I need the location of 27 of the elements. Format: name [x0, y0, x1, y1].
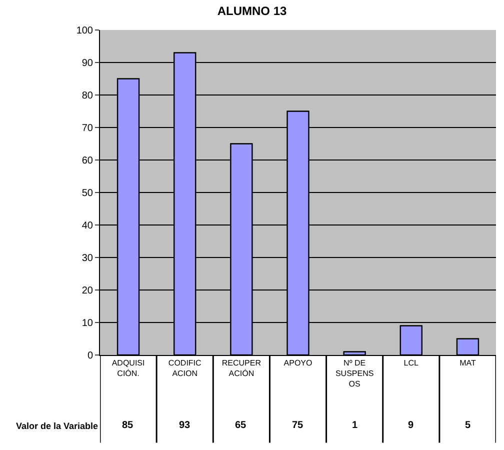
- y-tick-label: 80: [82, 90, 94, 102]
- data-label: 85: [122, 420, 134, 431]
- y-tick-label: 0: [87, 350, 94, 362]
- x-tick-label: ADQUISICIÓN.: [112, 358, 145, 378]
- y-tick-label: 30: [82, 253, 94, 264]
- y-tick-label: 50: [82, 188, 94, 199]
- chart-title: ALUMNO 13: [217, 4, 287, 18]
- text: Valor de la Variable: [16, 421, 98, 431]
- x-tick-label: LCL: [404, 358, 420, 368]
- x-tick-label: CODIFICACION: [168, 358, 202, 378]
- y-tick-label: 90: [82, 58, 94, 69]
- y-tick-label: 100: [76, 26, 94, 36]
- y-tick-label: 20: [82, 286, 94, 296]
- x-tick-label: MAT: [460, 358, 476, 368]
- x-tick-label: APOYO: [284, 358, 312, 368]
- y-tick-label: 40: [82, 220, 94, 232]
- data-label: 93: [179, 420, 191, 431]
- data-label: 75: [292, 420, 304, 431]
- data-label: 5: [465, 420, 471, 431]
- data-label: 9: [408, 420, 414, 431]
- x-tick-label: RECUPERACIÓN: [222, 358, 262, 378]
- y-tick-label: 10: [82, 318, 94, 329]
- y-tick-label: 70: [82, 123, 94, 134]
- y-tick-label: 60: [82, 156, 94, 166]
- data-label: 1: [352, 420, 358, 431]
- x-tick-label: Nº DE SUSPENSOS: [335, 358, 374, 388]
- data-label: 65: [235, 420, 247, 431]
